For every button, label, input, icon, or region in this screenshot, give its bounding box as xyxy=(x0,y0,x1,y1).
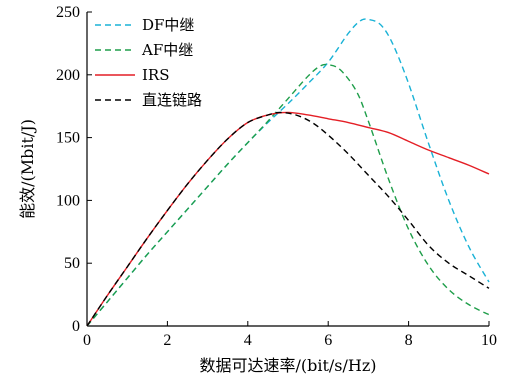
y-tick-label: 150 xyxy=(56,130,80,147)
series-line xyxy=(86,63,490,327)
series-line xyxy=(86,111,490,327)
x-tick-label: 0 xyxy=(83,332,91,349)
y-tick-label: 100 xyxy=(56,192,80,209)
y-tick-label: 200 xyxy=(56,67,80,84)
legend-label: AF中继 xyxy=(141,41,193,59)
y-axis-title: 能效/(Mbit/J) xyxy=(18,119,37,219)
y-tick-label: 0 xyxy=(72,318,80,335)
x-axis-title: 数据可达速率/(bit/s/Hz) xyxy=(199,356,376,375)
series-lines xyxy=(86,18,490,327)
legend-label: DF中继 xyxy=(142,16,194,34)
x-tick-label: 4 xyxy=(244,332,252,349)
legend: DF中继 AF中继 IRS 直连链路 xyxy=(95,16,202,109)
plot-frame xyxy=(86,12,489,327)
x-tick-label: 2 xyxy=(163,332,171,349)
x-tick-label: 10 xyxy=(481,332,497,349)
legend-label: IRS xyxy=(142,66,170,84)
x-tick-label: 8 xyxy=(405,332,413,349)
y-tick-label: 250 xyxy=(56,4,80,21)
legend-label: 直连链路 xyxy=(142,91,202,109)
y-tick-label: 50 xyxy=(64,255,80,272)
x-tick-label: 6 xyxy=(324,332,332,349)
